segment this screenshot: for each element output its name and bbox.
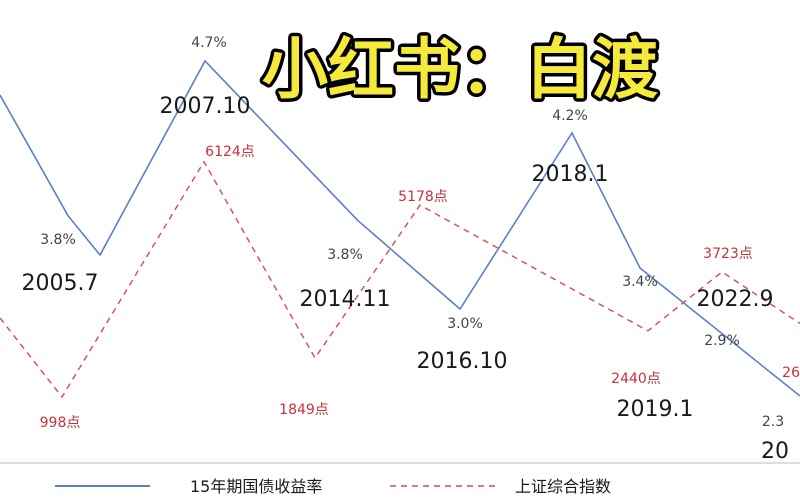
banner-text: 小红书：白渡	[262, 31, 658, 108]
data-label-shanghai-index: 26	[782, 365, 800, 381]
data-label-bond-yield: 2.3	[762, 414, 784, 430]
date-annotation: 2016.10	[417, 349, 508, 374]
data-label-shanghai-index: 998点	[40, 415, 81, 431]
data-label-bond-yield: 4.7%	[191, 35, 227, 51]
data-label-shanghai-index: 3723点	[703, 246, 753, 262]
data-label-bond-yield: 3.8%	[40, 232, 76, 248]
data-label-shanghai-index: 1849点	[279, 402, 329, 418]
date-annotation: 20	[761, 439, 789, 464]
chart-lines	[0, 59, 800, 399]
date-annotation: 2019.1	[617, 397, 694, 422]
data-label-shanghai-index: 6124点	[205, 144, 255, 160]
legend-label-index: 上证综合指数	[515, 477, 611, 496]
data-label-bond-yield: 2.9%	[704, 333, 740, 349]
legend: 15年期国债收益率 上证综合指数	[55, 477, 611, 496]
date-annotation: 2014.11	[300, 287, 391, 312]
data-label-shanghai-index: 2440点	[611, 371, 661, 387]
data-label-bond-yield: 3.8%	[327, 247, 363, 263]
series-line-shanghai-index	[0, 160, 800, 399]
date-annotation: 2018.1	[532, 162, 609, 187]
series-line-bond-yield	[0, 59, 800, 397]
date-annotation: 2007.10	[160, 94, 251, 119]
date-annotation: 2022.9	[697, 287, 774, 312]
data-label-bond-yield: 4.2%	[552, 108, 588, 124]
data-label-bond-yield: 3.4%	[622, 274, 658, 290]
data-label-shanghai-index: 5178点	[398, 189, 448, 205]
data-label-bond-yield: 3.0%	[447, 316, 483, 332]
date-annotation: 2005.7	[22, 271, 99, 296]
legend-label-bond: 15年期国债收益率	[190, 477, 322, 496]
chart-labels: 3.8% 4.7% 3.8% 3.0% 4.2% 3.4% 2.9% 2.3 998点 6124点…	[22, 35, 800, 464]
